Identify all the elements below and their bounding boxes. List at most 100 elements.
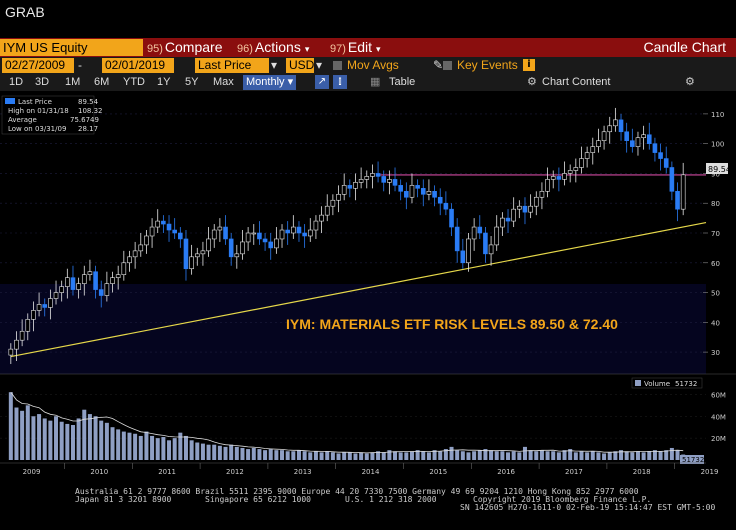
- candle-body: [291, 226, 296, 234]
- compare-menu-label: Compare: [164, 39, 223, 55]
- pencil-icon[interactable]: ✎: [433, 58, 444, 72]
- year-label: 2009: [23, 468, 41, 476]
- period-6m[interactable]: 6M: [94, 76, 110, 88]
- compare-menu[interactable]: 95) Compare: [147, 39, 223, 56]
- chart-content-button[interactable]: Chart Content: [542, 76, 611, 88]
- volume-bar: [206, 444, 211, 460]
- period-max[interactable]: Max: [213, 76, 234, 88]
- price-tick-label: 40: [711, 319, 720, 327]
- key-events-label[interactable]: Key Events: [457, 58, 518, 72]
- chevron-down-icon: ▾: [304, 44, 310, 54]
- line-chart-icon[interactable]: ↗: [315, 75, 329, 89]
- candle-body: [217, 226, 223, 231]
- volume-bar: [189, 440, 194, 460]
- volume-legend-label: Volume: [644, 380, 670, 388]
- mov-avgs-label[interactable]: Mov Avgs: [347, 58, 399, 72]
- frequency-select[interactable]: Monthly ▾: [243, 75, 297, 90]
- volume-bar: [647, 451, 652, 460]
- volume-bar: [104, 422, 109, 460]
- edit-menu-number: 97): [330, 43, 346, 55]
- end-date-field[interactable]: 02/01/2019: [102, 58, 174, 73]
- candle-body: [483, 232, 488, 255]
- volume-bar: [573, 452, 578, 460]
- key-events-checkbox[interactable]: [443, 61, 452, 70]
- candle-body: [347, 185, 353, 189]
- volume-bar: [347, 452, 352, 460]
- volume-bar: [376, 451, 381, 460]
- volume-bar: [280, 450, 285, 460]
- price-field-select[interactable]: Last Price: [195, 58, 269, 73]
- chart-type-label: Candle Chart: [643, 39, 727, 55]
- volume-bar: [624, 451, 629, 460]
- candle-body: [522, 205, 528, 213]
- legend-low-value: 28.17: [78, 125, 98, 133]
- volume-bar: [144, 431, 149, 460]
- candle-body: [590, 146, 596, 153]
- edit-menu[interactable]: 97) Edit ▾: [330, 39, 381, 56]
- period-ytd[interactable]: YTD: [123, 76, 145, 88]
- candle-body: [98, 289, 104, 296]
- candle-body: [206, 238, 211, 252]
- table-icon[interactable]: ▦: [370, 76, 381, 88]
- table-button[interactable]: Table: [389, 76, 416, 88]
- settings-gear-icon[interactable]: ⚙: [527, 76, 537, 88]
- volume-bar: [455, 450, 460, 460]
- candle-body: [494, 226, 500, 246]
- start-date-field[interactable]: 02/27/2009: [2, 58, 74, 73]
- candle-body: [257, 232, 262, 240]
- period-1d[interactable]: 1D: [9, 76, 24, 88]
- candle-body: [76, 283, 81, 290]
- candle-body: [149, 226, 155, 237]
- date-separator: -: [78, 58, 82, 72]
- volume-bar: [251, 447, 256, 460]
- mov-avgs-checkbox[interactable]: [333, 61, 342, 70]
- candle-body: [110, 277, 115, 284]
- lower-price-shade: [0, 284, 706, 374]
- price-tick-label: 30: [711, 349, 720, 357]
- volume-bar: [602, 453, 607, 460]
- candle-body: [245, 232, 251, 243]
- period-3d[interactable]: 3D: [35, 76, 50, 88]
- period-1m[interactable]: 1M: [65, 76, 81, 88]
- candle-body: [228, 238, 234, 258]
- period-5y[interactable]: 5Y: [185, 76, 199, 88]
- price-chart[interactable]: 30 40 50 60 70 80 90 100 110 Last Price 89.54 Hi…: [0, 91, 736, 486]
- ticker-field[interactable]: IYM US Equity: [0, 39, 143, 56]
- candle-body: [477, 226, 483, 234]
- actions-menu[interactable]: 96) Actions ▾: [237, 39, 309, 56]
- legend-low-label: Low on 03/31/09: [8, 125, 66, 133]
- volume-bar: [178, 432, 183, 460]
- candle-body: [505, 217, 511, 222]
- candle-body: [545, 179, 550, 192]
- info-icon[interactable]: i: [523, 59, 535, 71]
- candle-body: [437, 196, 443, 204]
- gear-icon[interactable]: ⚙: [685, 76, 695, 88]
- volume-bar: [229, 444, 234, 460]
- volume-bar: [99, 420, 104, 460]
- volume-bar: [87, 414, 92, 460]
- candle-body: [25, 319, 31, 332]
- volume-bar: [494, 451, 499, 460]
- candle-body: [161, 220, 166, 225]
- candle-body: [550, 176, 556, 180]
- period-1y[interactable]: 1Y: [157, 76, 171, 88]
- candle-body: [466, 238, 471, 264]
- window-title: GRAB: [5, 4, 45, 20]
- volume-bar: [54, 416, 59, 460]
- chevron-down-icon[interactable]: ▾: [316, 58, 323, 72]
- currency-select[interactable]: USD: [286, 58, 314, 73]
- chevron-down-icon[interactable]: ▾: [271, 58, 278, 72]
- command-bar: [0, 38, 736, 57]
- volume-bar: [635, 451, 640, 460]
- candle-body: [166, 223, 172, 231]
- candle-body: [409, 185, 415, 198]
- candle-body: [443, 202, 449, 210]
- candle-body: [454, 226, 460, 252]
- volume-bar: [217, 445, 222, 460]
- volume-bar: [438, 451, 443, 460]
- candle-chart-icon[interactable]: ⫾: [333, 75, 347, 89]
- candle-body: [127, 256, 132, 264]
- volume-bar: [313, 451, 318, 460]
- volume-bar: [127, 432, 132, 460]
- price-legend: Last Price 89.54 High on 01/31/18 108.32…: [1, 95, 103, 135]
